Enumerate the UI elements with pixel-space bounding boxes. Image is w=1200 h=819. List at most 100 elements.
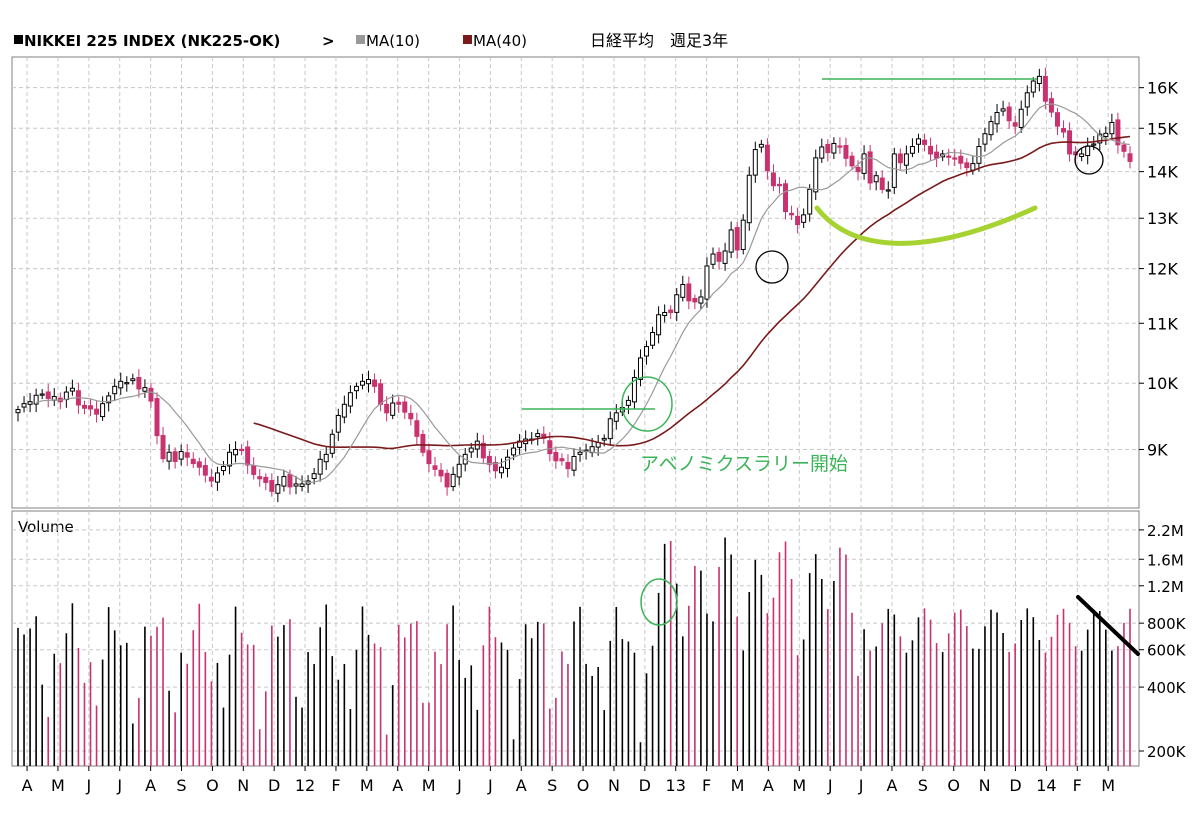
x-tick-label: 14 [1036,776,1056,795]
candle-body [1048,98,1054,113]
candle-body [293,483,299,487]
candle-body [112,385,118,395]
candle-body [734,227,740,251]
candle-body [33,394,39,405]
ma10-line [35,103,1131,484]
candle-body [662,312,668,317]
candle-body [837,145,843,148]
candle-body [740,219,746,250]
symbol-label: NIKKEI 225 INDEX (NK225-OK) [24,32,280,50]
candle-body [432,465,438,470]
price-tick-label: 11K [1147,314,1178,333]
candle-body [341,403,347,418]
candle-body [988,121,994,136]
candle-body [1097,133,1103,144]
candle-body [698,296,704,304]
candle-body [613,412,619,422]
candle-body [505,456,511,469]
candle-body [1085,145,1091,157]
ma40-line [253,135,1131,450]
x-tick-label: S [547,776,557,795]
candle-body [686,283,692,302]
volume-tick-label: 1.6M [1147,551,1184,569]
volume-tick-label: 600K [1147,642,1187,660]
volume-decline-line [1076,595,1140,656]
candle-body [39,393,45,396]
candle-body [716,251,722,262]
candle-body [1061,128,1067,133]
ma-touch-circle-2 [1074,145,1104,175]
x-tick-label: M [360,776,374,795]
candle-body [692,297,698,303]
candle-body [245,446,251,466]
candle-body [728,229,734,253]
candle-body [783,183,789,213]
rally-start-label: アベノミクスラリー開始 [640,453,848,475]
candle-body [909,146,915,154]
candle-body [928,145,934,155]
x-tick-label: J [487,776,493,795]
candle-body [335,414,341,433]
candle-body [934,151,940,159]
candle-body [547,440,553,455]
candle-body [480,442,486,459]
candle-body [631,377,637,403]
candle-body [625,399,631,406]
candle-body [607,418,613,440]
candle-body [535,433,541,438]
candle-body [378,383,384,405]
rally-start-circle [621,376,673,432]
price-y-axis: 9K 10K 11K 12K 13K 14K 15K 16K [1139,79,1178,459]
candle-body [680,283,686,298]
base-curve [814,205,1038,246]
candle-body [359,380,365,386]
price-tick-label: 13K [1147,209,1178,228]
symbol-arrow: > [322,32,335,50]
candle-body [722,250,728,264]
x-tick-label: O [577,776,590,795]
candle-body [831,143,837,154]
x-tick-label: O [206,776,219,795]
candle-body [100,403,106,418]
candle-body [1109,121,1115,135]
candle-body [239,448,245,451]
candle-body [142,387,148,392]
candle-body [946,155,952,158]
x-tick-label: A [145,776,156,795]
candle-body [922,139,928,145]
candle-body [601,437,607,441]
candle-body [855,166,861,173]
ma10-legend-swatch [356,35,365,44]
ma40-legend-swatch [463,35,472,44]
candle-body [444,472,450,488]
x-tick-label: J [456,776,462,795]
candle-body [1079,153,1085,158]
candle-body [263,476,269,483]
candle-body [776,183,782,187]
x-tick-label: J [827,776,833,795]
candle-body [190,458,196,465]
symbol-square-icon [14,35,23,44]
candle-body [353,385,359,392]
x-tick-label: M [792,776,806,795]
candle-body [21,403,27,408]
candle-body [160,435,166,460]
candle-body [577,451,583,455]
candle-body [1012,122,1018,127]
candle-body [1054,112,1060,127]
candle-body [15,409,21,414]
candle-body [891,153,897,188]
volume-tick-label: 200K [1147,743,1187,761]
candle-body [668,309,674,314]
x-tick-label: 12 [295,776,315,795]
price-tick-label: 12K [1147,260,1178,279]
candle-body [819,146,825,159]
ma-touch-circle-1 [755,250,789,284]
candle-body [347,392,353,407]
x-tick-label: D [639,776,651,795]
x-tick-label: A [763,776,774,795]
x-tick-label: A [516,776,527,795]
x-tick-label: 13 [666,776,686,795]
candle-body [861,153,867,174]
candle-body [1036,75,1042,85]
